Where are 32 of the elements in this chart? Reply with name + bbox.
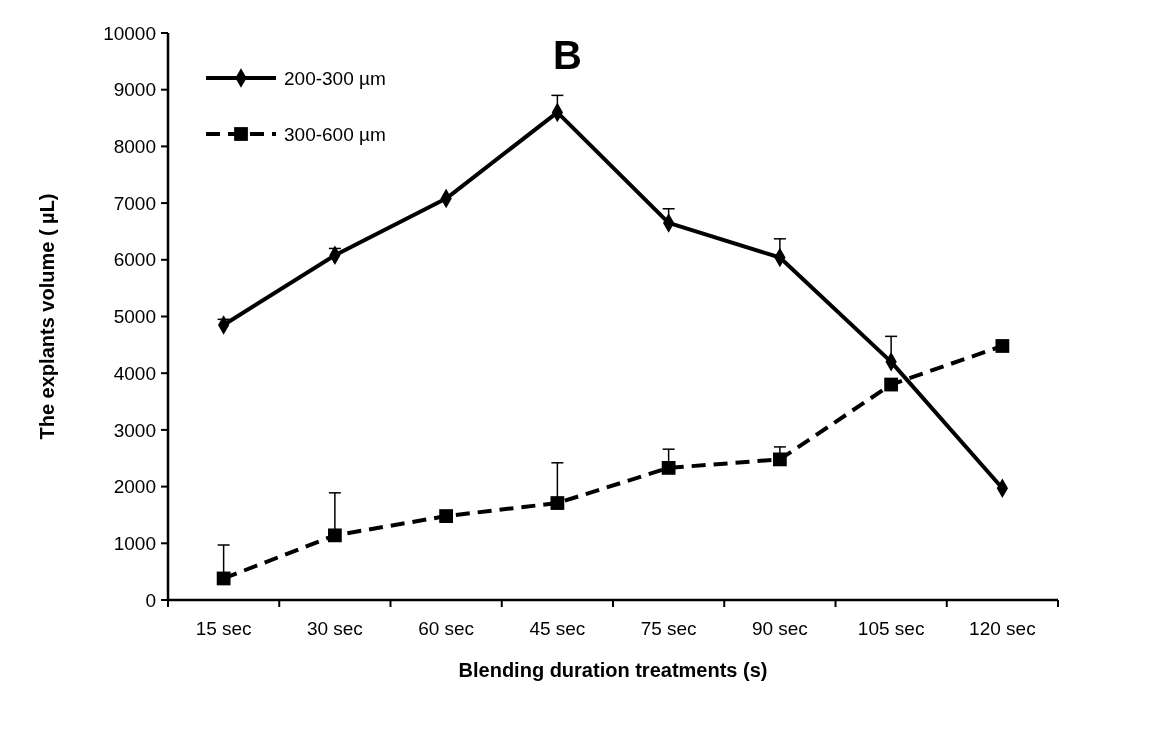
point xyxy=(216,571,231,586)
legend-label: 300-600 µm xyxy=(284,123,386,145)
point xyxy=(995,339,1010,353)
x-tick-label: 75 sec xyxy=(640,618,697,639)
x-tick-label: 30 sec xyxy=(306,618,363,639)
x-tick-label: 15 sec xyxy=(195,618,252,639)
x-tick-label: 120 sec xyxy=(969,618,1036,639)
x-tick-label: 90 sec xyxy=(751,618,808,639)
point xyxy=(772,452,787,467)
y-tick-label: 10000 xyxy=(103,22,156,44)
y-axis-title: The explants volume ( µL) xyxy=(36,193,58,440)
point xyxy=(884,377,899,392)
y-tick-label: 7000 xyxy=(113,192,156,214)
legend-label: 200-300 µm xyxy=(284,67,386,89)
y-tick-label: 3000 xyxy=(113,419,156,441)
x-tick-label: 60 sec xyxy=(418,618,475,639)
y-tick-label: 8000 xyxy=(113,136,156,158)
point xyxy=(661,461,676,475)
x-tick-label: 105 sec xyxy=(857,618,925,639)
chart-title: B xyxy=(552,33,582,77)
y-tick-label: 4000 xyxy=(113,362,156,384)
y-tick-label: 5000 xyxy=(113,306,156,328)
x-tick-label: 45 sec xyxy=(529,618,586,639)
point xyxy=(439,509,454,523)
y-tick-label: 2000 xyxy=(113,476,156,498)
y-tick-label: 6000 xyxy=(113,249,156,271)
y-tick-label: 9000 xyxy=(113,79,156,101)
y-tick-label: 0 xyxy=(145,589,156,611)
point xyxy=(550,496,565,510)
y-tick-label: 1000 xyxy=(113,532,156,554)
point xyxy=(327,528,342,543)
x-axis-title: Blending duration treatments (s) xyxy=(458,659,768,681)
